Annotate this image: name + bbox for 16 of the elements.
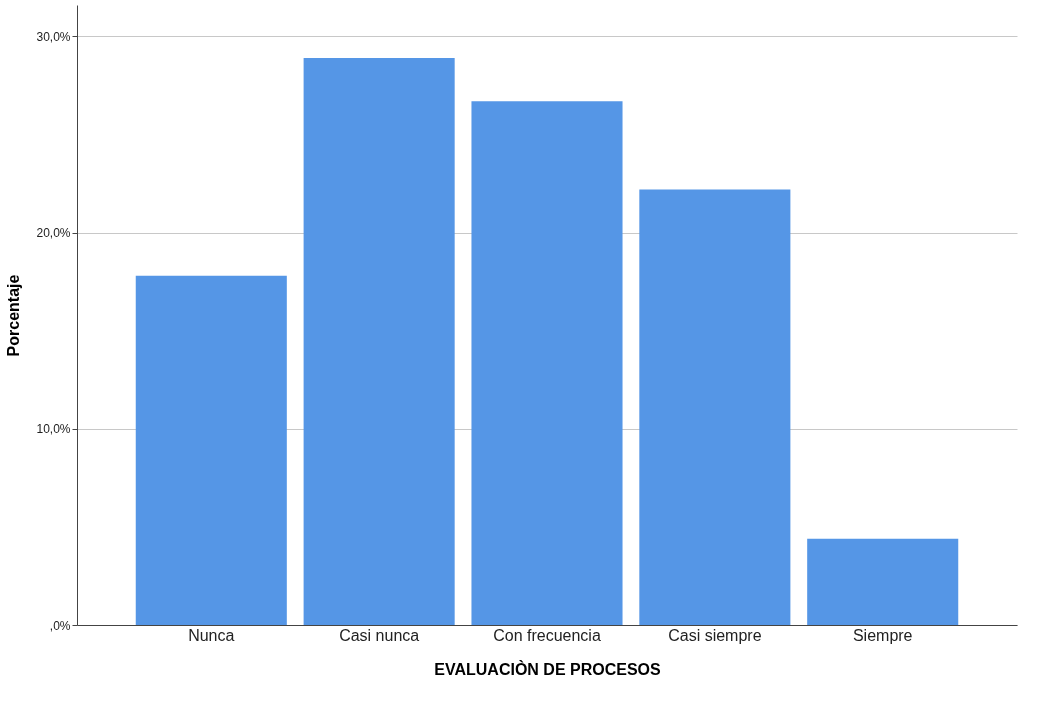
x-tick-label: Casi nunca (339, 626, 420, 644)
x-tick-label: Casi siempre (668, 626, 762, 644)
x-axis-title: EVALUACIÒN DE PROCESOS (434, 659, 662, 678)
y-tick-label: ,0% (49, 618, 71, 633)
bar (303, 57, 455, 625)
x-tick-label: Nunca (188, 626, 235, 644)
y-tick-label: 20,0% (36, 226, 71, 241)
x-tick-label: Con frecuencia (493, 626, 601, 644)
bar (807, 538, 959, 625)
y-tick-label: 30,0% (36, 29, 71, 44)
y-axis-title: Porcentaje (5, 274, 23, 357)
y-tick-label: 10,0% (36, 422, 71, 437)
bar (135, 275, 287, 625)
bar (639, 189, 791, 625)
bar (471, 101, 623, 625)
x-tick-label: Siempre (852, 626, 913, 644)
